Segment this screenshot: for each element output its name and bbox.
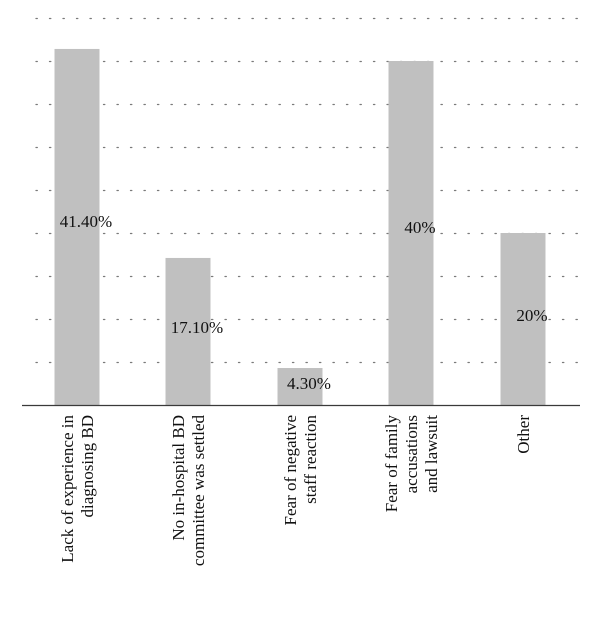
category-label-4: Fear of family accusations and lawsuit <box>382 415 441 513</box>
category-label-1: Lack of experience in diagnosing BD <box>58 415 97 563</box>
category-label-3-line-2: staff reaction <box>301 415 320 504</box>
category-label-3: Fear of negative staff reaction <box>281 415 320 526</box>
data-label-4: 40% <box>404 218 435 237</box>
category-label-3-line-1: Fear of negative <box>281 415 300 525</box>
data-label-2: 17.10% <box>171 318 223 337</box>
data-label-5: 20% <box>516 306 547 325</box>
category-label-5-line-1: Other <box>514 415 533 454</box>
category-label-1-line-2: diagnosing BD <box>78 415 97 517</box>
data-labels: 41.40% 17.10% 4.30% 40% 20% <box>60 212 548 393</box>
bar-2 <box>165 257 211 405</box>
category-label-2: No in-hospital BD committee was settled <box>169 415 208 567</box>
bar-5 <box>500 233 546 405</box>
category-label-4-line-3: and lawsuit <box>422 415 441 493</box>
bar-1 <box>54 48 100 406</box>
bars <box>54 48 546 406</box>
category-label-1-line-1: Lack of experience in <box>58 415 77 563</box>
data-label-1: 41.40% <box>60 212 112 231</box>
data-label-3: 4.30% <box>287 374 331 393</box>
bar-3 <box>277 368 323 405</box>
category-label-2-line-2: committee was settled <box>189 415 208 567</box>
category-labels: Lack of experience in diagnosing BD No in-… <box>58 415 533 567</box>
category-label-2-line-1: No in-hospital BD <box>169 415 188 541</box>
gridlines <box>35 17 581 364</box>
category-label-4-line-1: Fear of family <box>382 415 401 513</box>
category-label-4-line-2: accusations <box>402 415 421 493</box>
bar-4 <box>388 61 434 405</box>
category-label-5: Other <box>514 415 533 454</box>
